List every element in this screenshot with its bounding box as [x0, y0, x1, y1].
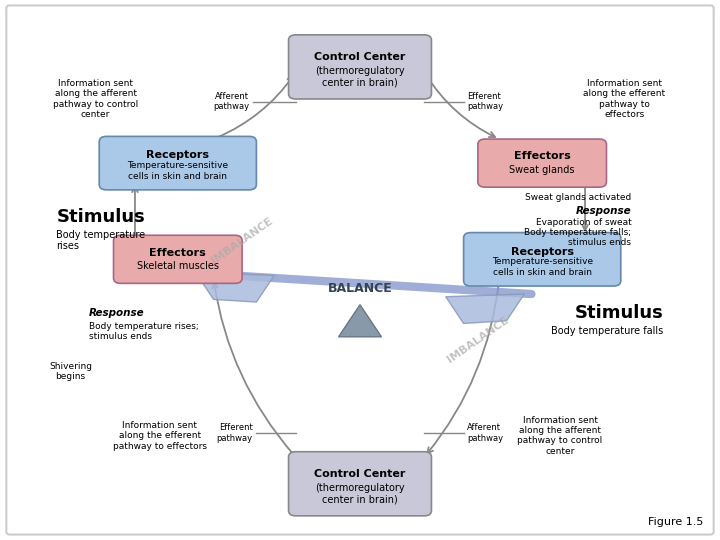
Text: Stimulus: Stimulus — [56, 207, 145, 226]
Text: Body temperature rises;
stimulus ends: Body temperature rises; stimulus ends — [89, 322, 198, 341]
Text: Effectors: Effectors — [150, 247, 206, 258]
Text: Information sent
along the efferent
pathway to
effectors: Information sent along the efferent path… — [583, 79, 665, 119]
Text: Effectors: Effectors — [514, 151, 570, 161]
FancyBboxPatch shape — [464, 233, 621, 286]
Text: Sweat glands activated: Sweat glands activated — [525, 193, 631, 202]
Text: Response: Response — [576, 206, 631, 216]
Text: Information sent
along the afferent
pathway to control
center: Information sent along the afferent path… — [53, 79, 138, 119]
Text: Stimulus: Stimulus — [575, 304, 664, 322]
Text: Shivering
begins: Shivering begins — [49, 362, 92, 381]
Text: Skeletal muscles: Skeletal muscles — [137, 261, 219, 271]
FancyBboxPatch shape — [289, 35, 431, 99]
Text: Temperature-sensitive
cells in skin and brain: Temperature-sensitive cells in skin and … — [127, 161, 228, 180]
Text: Sweat glands: Sweat glands — [510, 165, 575, 175]
Text: Body temperature falls: Body temperature falls — [552, 327, 664, 336]
Text: Receptors: Receptors — [146, 151, 210, 160]
Text: Control Center: Control Center — [315, 469, 405, 479]
Text: Efferent
pathway: Efferent pathway — [467, 92, 503, 111]
Text: Control Center: Control Center — [315, 52, 405, 62]
Text: Receptors: Receptors — [510, 247, 574, 256]
Text: Response: Response — [89, 308, 144, 318]
Text: Information sent
along the efferent
pathway to effectors: Information sent along the efferent path… — [113, 421, 207, 450]
Text: IMBALANCE: IMBALANCE — [210, 215, 275, 266]
Text: BALANCE: BALANCE — [328, 282, 392, 295]
FancyBboxPatch shape — [478, 139, 606, 187]
Polygon shape — [446, 294, 524, 323]
Text: IMBALANCE: IMBALANCE — [445, 315, 510, 365]
FancyBboxPatch shape — [289, 452, 431, 516]
Polygon shape — [196, 273, 274, 302]
FancyBboxPatch shape — [114, 235, 242, 284]
Text: (thermoregulatory
center in brain): (thermoregulatory center in brain) — [315, 66, 405, 87]
FancyBboxPatch shape — [99, 137, 256, 190]
Text: Evaporation of sweat
Body temperature falls;
stimulus ends: Evaporation of sweat Body temperature fa… — [524, 218, 631, 247]
Text: Afferent
pathway: Afferent pathway — [213, 92, 249, 111]
Text: Body temperature
rises: Body temperature rises — [56, 230, 145, 252]
Text: Afferent
pathway: Afferent pathway — [467, 423, 503, 443]
Polygon shape — [338, 305, 382, 337]
Text: (thermoregulatory
center in brain): (thermoregulatory center in brain) — [315, 483, 405, 504]
Text: Information sent
along the afferent
pathway to control
center: Information sent along the afferent path… — [518, 416, 603, 456]
Text: Figure 1.5: Figure 1.5 — [647, 517, 703, 526]
Text: Efferent
pathway: Efferent pathway — [217, 423, 253, 443]
Text: Temperature-sensitive
cells in skin and brain: Temperature-sensitive cells in skin and … — [492, 257, 593, 276]
